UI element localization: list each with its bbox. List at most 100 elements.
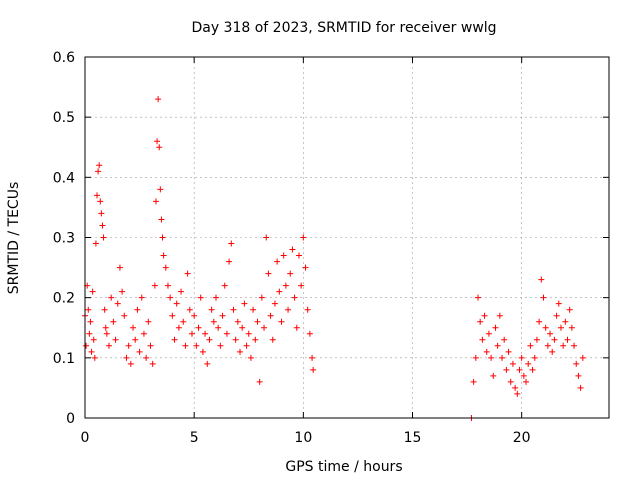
data-point: [188, 330, 195, 337]
data-point: [99, 222, 106, 229]
data-point: [114, 300, 121, 307]
data-point: [206, 336, 213, 343]
data-point: [579, 354, 586, 361]
data-point: [173, 300, 180, 307]
data-point: [164, 282, 171, 289]
data-point: [483, 348, 490, 355]
data-point: [219, 312, 226, 319]
data-point: [553, 312, 560, 319]
data-point: [208, 306, 215, 313]
data-point: [514, 390, 521, 397]
data-point: [291, 294, 298, 301]
data-point: [247, 354, 254, 361]
data-point: [241, 300, 248, 307]
data-point: [555, 300, 562, 307]
data-point: [226, 258, 233, 265]
data-point: [123, 354, 130, 361]
data-point: [298, 282, 305, 289]
data-point: [151, 282, 158, 289]
data-points: [82, 96, 586, 421]
data-point: [210, 318, 217, 325]
data-point: [197, 294, 204, 301]
data-point: [536, 318, 543, 325]
data-point: [119, 288, 126, 295]
data-point: [230, 306, 237, 313]
x-tick-label: 10: [294, 430, 312, 446]
data-point: [140, 330, 147, 337]
data-point: [204, 360, 211, 367]
data-point: [132, 336, 139, 343]
data-point: [566, 306, 573, 313]
data-point: [481, 312, 488, 319]
data-point: [302, 264, 309, 271]
data-point: [285, 306, 292, 313]
data-point: [215, 324, 222, 331]
data-point: [306, 330, 313, 337]
data-point: [503, 366, 510, 373]
data-point: [186, 306, 193, 313]
data-point: [138, 294, 145, 301]
data-point: [175, 324, 182, 331]
data-point: [261, 324, 268, 331]
data-point: [496, 312, 503, 319]
y-tick-label: 0.3: [53, 231, 75, 247]
data-point: [509, 360, 516, 367]
y-tick-label: 0: [66, 411, 75, 427]
data-point: [520, 372, 527, 379]
y-tick-label: 0.4: [53, 170, 75, 186]
data-point: [180, 318, 187, 325]
data-point: [250, 306, 257, 313]
data-point: [568, 324, 575, 331]
data-point: [154, 138, 161, 145]
data-point: [159, 234, 166, 241]
data-point: [280, 252, 287, 259]
data-point: [239, 324, 246, 331]
data-point: [152, 198, 159, 205]
data-point: [485, 330, 492, 337]
data-point: [101, 306, 108, 313]
y-axis-label: SRMTID / TECUs: [6, 182, 22, 295]
y-tick-label: 0.5: [53, 110, 75, 126]
data-point: [89, 288, 96, 295]
data-point: [571, 342, 578, 349]
data-point: [157, 186, 164, 193]
data-point: [121, 312, 128, 319]
data-point: [492, 324, 499, 331]
data-point: [83, 342, 90, 349]
data-point: [130, 324, 137, 331]
data-point: [160, 252, 167, 259]
y-tick-label: 0.1: [53, 351, 75, 367]
data-point: [564, 336, 571, 343]
data-point: [94, 192, 101, 199]
data-point: [472, 354, 479, 361]
data-point: [310, 366, 317, 373]
data-point: [87, 318, 94, 325]
data-point: [527, 342, 534, 349]
data-point: [127, 360, 134, 367]
data-point: [195, 324, 202, 331]
data-point: [96, 162, 103, 169]
data-point: [523, 378, 530, 385]
data-point: [134, 306, 141, 313]
data-point: [243, 342, 250, 349]
data-point: [269, 336, 276, 343]
data-point: [501, 336, 508, 343]
data-point: [169, 312, 176, 319]
data-point: [573, 360, 580, 367]
data-point: [479, 336, 486, 343]
data-point: [232, 336, 239, 343]
data-point: [293, 324, 300, 331]
data-point: [221, 282, 228, 289]
data-point: [276, 288, 283, 295]
data-point: [191, 312, 198, 319]
data-point: [108, 294, 115, 301]
data-point: [213, 294, 219, 301]
data-point: [488, 354, 495, 361]
x-tick-label: 5: [190, 430, 199, 446]
data-point: [103, 330, 110, 337]
data-point: [162, 264, 169, 271]
data-point: [533, 336, 540, 343]
data-point: [538, 276, 545, 283]
data-point: [97, 198, 104, 205]
data-point: [309, 354, 316, 361]
